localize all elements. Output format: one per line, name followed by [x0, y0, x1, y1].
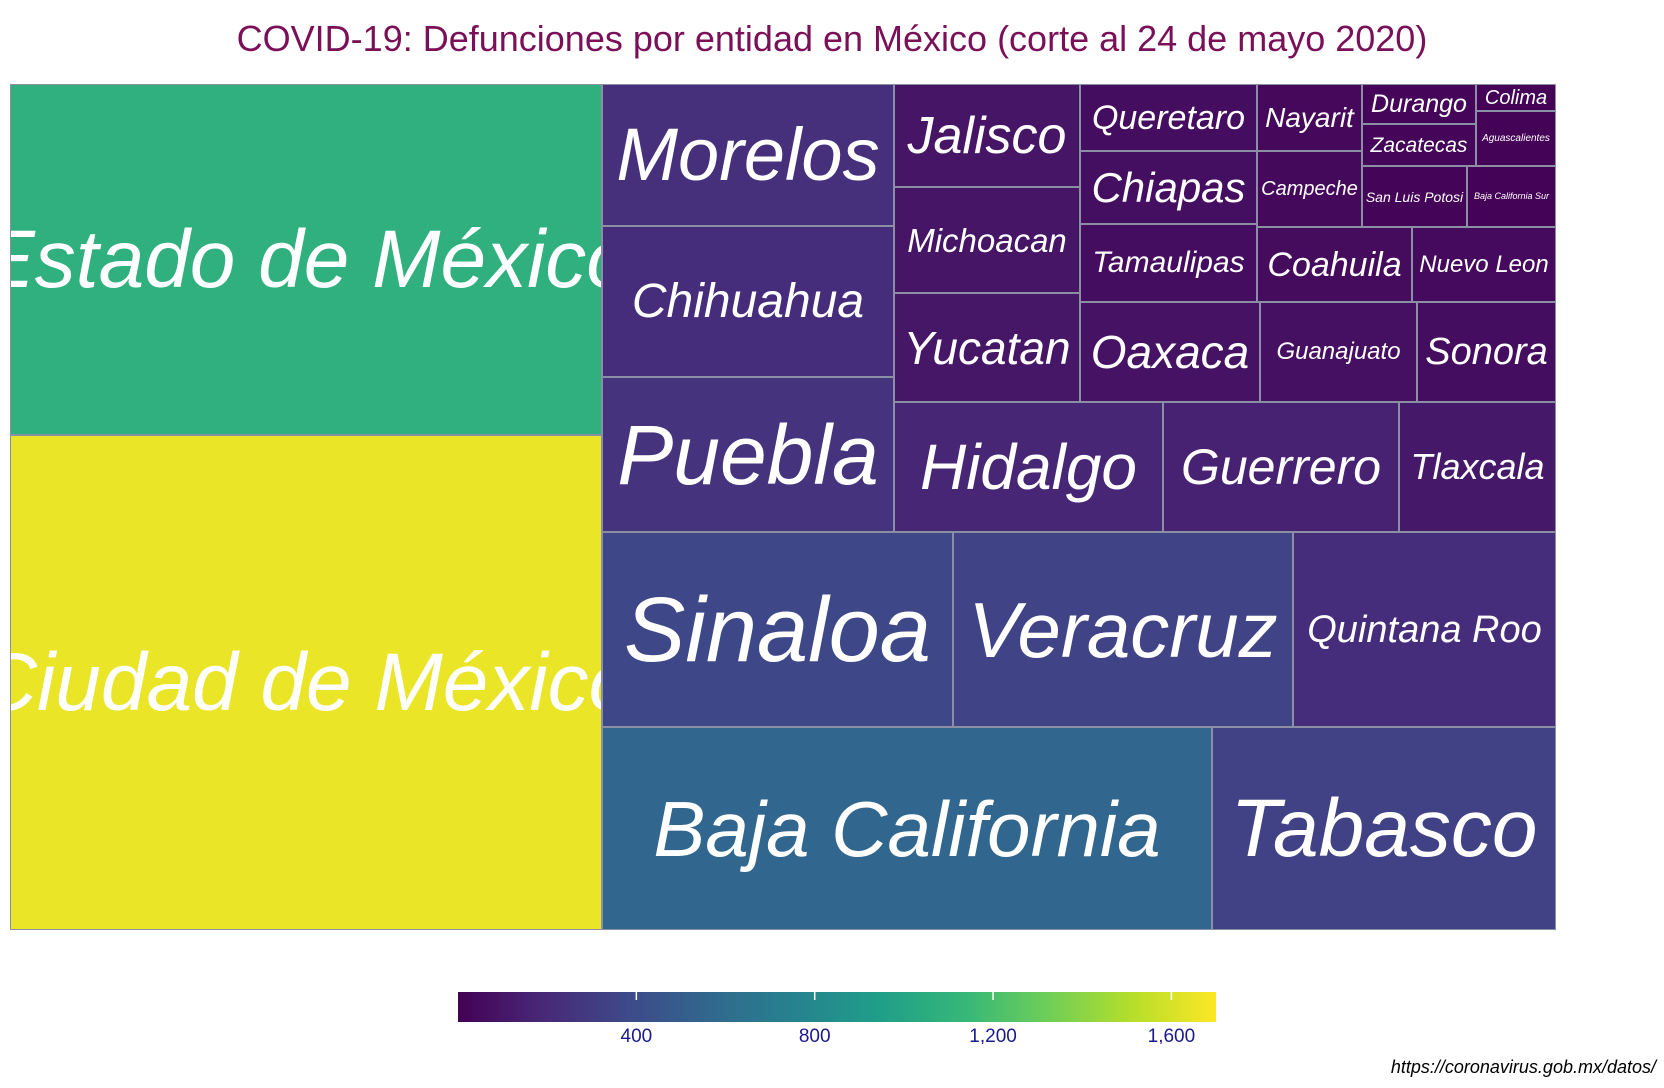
treemap-tile: Oaxaca: [1080, 302, 1260, 402]
legend-tick-label: 1,600: [1148, 1026, 1196, 1044]
treemap-tile: Durango: [1362, 84, 1476, 124]
treemap-tile: Hidalgo: [894, 402, 1163, 532]
tile-label: Sinaloa: [624, 578, 931, 681]
treemap-tile: Baja California: [602, 727, 1212, 930]
treemap-tile: Ciudad de México: [10, 435, 602, 930]
treemap-tile: Tlaxcala: [1399, 402, 1556, 532]
tile-label: San Luis Potosi: [1365, 188, 1464, 205]
chart-title: COVID-19: Defunciones por entidad en Méx…: [236, 18, 1428, 59]
treemap: Ciudad de México Estado de México Baja Cal…: [10, 84, 1656, 984]
treemap-tile: San Luis Potosi: [1362, 166, 1467, 227]
tile-label: Sonora: [1425, 331, 1548, 373]
treemap-tile: Guerrero: [1163, 402, 1399, 532]
tile-label: Nuevo Leon: [1419, 250, 1549, 278]
treemap-tile: Coahuila: [1257, 227, 1412, 302]
tile-label: Hidalgo: [919, 431, 1138, 503]
treemap-tile: Quintana Roo: [1293, 532, 1556, 727]
treemap-tile: Aguascalientes: [1476, 111, 1556, 166]
tile-label: Oaxaca: [1090, 326, 1250, 378]
treemap-tile: Jalisco: [894, 84, 1080, 187]
treemap-tile: Chiapas: [1080, 151, 1257, 224]
treemap-tile: Chihuahua: [602, 226, 894, 377]
tile-label: Baja California Sur: [1473, 191, 1550, 201]
treemap-tile: Campeche: [1257, 151, 1362, 227]
tile-label: Michoacan: [907, 221, 1067, 259]
treemap-tile: Baja California Sur: [1467, 166, 1556, 227]
treemap-tile: Colima: [1476, 84, 1556, 111]
tile-label: Guerrero: [1180, 439, 1382, 495]
treemap-tile: Sonora: [1417, 302, 1556, 402]
tile-label: Aguascalientes: [1482, 132, 1550, 144]
source-link[interactable]: https://coronavirus.gob.mx/datos/: [1390, 1057, 1656, 1077]
treemap-tile: Estado de México: [10, 84, 602, 435]
tile-label: Tlaxcala: [1410, 446, 1545, 487]
treemap-tile: Tabasco: [1212, 727, 1556, 930]
treemap-tile: Nuevo Leon: [1412, 227, 1556, 302]
tile-label: Jalisco: [907, 106, 1067, 165]
tile-label: Quintana Roo: [1307, 608, 1542, 651]
tile-label: Coahuila: [1267, 245, 1402, 284]
tile-label: Nayarit: [1265, 101, 1354, 133]
legend-tick-label: 1,200: [969, 1026, 1017, 1044]
tile-label: Colima: [1484, 86, 1548, 109]
legend-gradient-bar: [458, 992, 1216, 1022]
treemap-tile: Queretaro: [1080, 84, 1257, 151]
tile-label: Tamaulipas: [1092, 246, 1245, 279]
tile-label: Yucatan: [903, 321, 1071, 374]
tile-label: Guanajuato: [1276, 338, 1401, 365]
treemap-tile: Yucatan: [894, 293, 1080, 402]
color-legend: 400 800 1,200 1,600: [458, 992, 1216, 1044]
legend-tick-label: 400: [621, 1026, 653, 1044]
tile-label: Chihuahua: [631, 274, 865, 328]
treemap-tile: Morelos: [602, 84, 894, 226]
treemap-tile: Puebla: [602, 377, 894, 532]
tile-label: Queretaro: [1091, 98, 1246, 137]
tile-label: Campeche: [1261, 178, 1358, 200]
tile-label: Ciudad de México: [10, 636, 602, 728]
treemap-tile: Sinaloa: [602, 532, 953, 727]
legend-tick-label: 800: [799, 1026, 831, 1044]
treemap-tile: Michoacan: [894, 187, 1080, 293]
tile-label: Estado de México: [10, 213, 602, 305]
treemap-tile: Nayarit: [1257, 84, 1362, 151]
tile-label: Veracruz: [968, 585, 1278, 674]
tile-label: Chiapas: [1091, 163, 1246, 211]
tile-label: Puebla: [617, 407, 879, 502]
tile-label: Zacatecas: [1370, 133, 1468, 157]
treemap-tile: Tamaulipas: [1080, 224, 1257, 302]
tile-label: Morelos: [616, 113, 880, 196]
tile-label: Durango: [1371, 89, 1467, 118]
treemap-tile: Zacatecas: [1362, 124, 1476, 166]
tile-label: Baja California: [653, 784, 1161, 873]
treemap-tile: Guanajuato: [1260, 302, 1417, 402]
treemap-tile: Veracruz: [953, 532, 1293, 727]
tile-label: Tabasco: [1230, 782, 1538, 874]
